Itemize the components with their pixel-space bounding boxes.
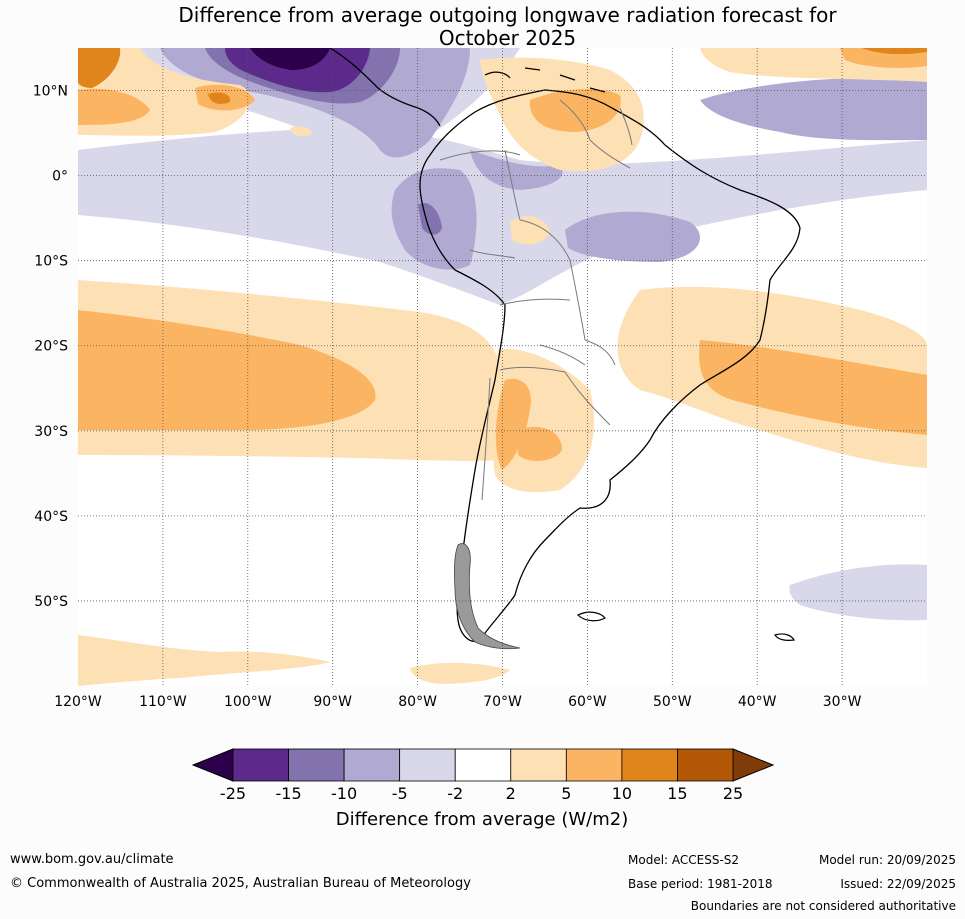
band-pos-strong-ne-pacific [78,48,121,88]
south-america-coastline [419,89,801,642]
title-line-2: October 2025 [438,26,577,50]
band-pos-mid-pacific [78,310,376,430]
colorbar-tick-label: -15 [275,784,301,803]
anomaly-shading [78,48,927,686]
lon-tick-label: 40°W [738,694,777,710]
band-pos-strong-ne-atl [862,48,927,55]
footer-base-period: Base period: 1981-2018 [628,877,773,891]
colorbar-segment [621,748,678,782]
colorbar-segment [565,748,623,782]
colorbar-label: Difference from average (W/m2) [336,809,628,830]
colorbar: -25 -15 -10 -5 -2 2 5 10 15 25 [191,748,775,803]
central-america-coastline [329,48,441,127]
colorbar-tick-label: 25 [723,784,743,803]
band-pos-light-small-2 [290,126,312,136]
colorbar-tick-label: -25 [220,784,246,803]
band-pos-mid-atlantic [699,340,927,435]
lat-tick-label: 50°S [34,594,68,610]
band-neg-core [250,48,330,70]
latitude-labels: 10°N 0° 10°S 20°S 30°S 40°S 50°S [33,84,68,610]
lon-tick-label: 100°W [224,694,272,710]
lat-tick-label: 30°S [34,424,68,440]
band-pos-strong-ne-pacific-2 [208,92,231,104]
band-neg-mid-brazil [565,211,700,262]
footer-model-run: Model run: 20/09/2025 [818,853,956,867]
colorbar-segment [232,748,289,782]
band-neg-mid-atl-n [700,77,927,141]
footer-url: www.bom.gov.au/climate [10,852,174,867]
colorbar-over-arrow [732,748,775,782]
colorbar-tick-label: 2 [506,784,516,803]
title-line-1: Difference from average outgoing longwav… [178,3,837,27]
band-pos-light-far-south [78,635,330,686]
colorbar-tick-label: -10 [331,784,357,803]
band-pos-mid-ne-pacific [78,88,150,125]
lat-tick-label: 40°S [34,509,68,525]
lon-tick-label: 70°W [483,694,522,710]
lon-tick-label: 90°W [313,694,352,710]
lat-tick-label: 10°S [34,254,68,270]
footer-disclaimer: Boundaries are not considered authoritat… [690,899,956,913]
band-pos-mid-subtropical [495,378,531,470]
colorbar-tick-label: 10 [612,784,632,803]
caribbean-islands [484,67,606,93]
lat-tick-label: 0° [52,169,68,185]
band-neg-mid-caribbean [470,150,563,190]
colorbar-tick-label: -5 [392,784,408,803]
colorbar-under-arrow [191,748,234,782]
colorbar-tick-label: -2 [447,784,463,803]
colorbar-tick-label: 15 [667,784,687,803]
lon-tick-label: 60°W [568,694,607,710]
longitude-labels: 120°W 110°W 100°W 90°W 80°W 70°W 60°W 50°W 40°W 3… [54,694,861,710]
band-neg-light-south-atl [789,564,927,621]
lat-tick-label: 10°N [33,84,68,100]
colorbar-segment [454,748,512,782]
lon-tick-label: 30°W [823,694,862,710]
band-pos-mid-subtropical-2 [518,426,562,462]
footer-model: Model: ACCESS-S2 [628,853,740,867]
footer-copyright: © Commonwealth of Australia 2025, Austra… [10,876,471,891]
lon-tick-label: 50°W [653,694,692,710]
gridlines [78,48,927,686]
south-georgia [774,633,795,641]
lat-tick-label: 20°S [34,339,68,355]
band-pos-light-small [510,216,550,245]
footer-issued: Issued: 22/09/2025 [840,877,956,891]
country-borders [439,99,633,501]
colorbar-segment [399,748,456,782]
band-pos-mid-north-sa [529,88,621,132]
band-pos-light-far-south-2 [410,662,510,684]
lon-tick-label: 110°W [139,694,187,710]
colorbar-segment [288,748,345,782]
colorbar-segment [677,748,734,782]
lon-tick-label: 120°W [54,694,102,710]
colorbar-segment [343,748,401,782]
chile-fjords [454,543,521,650]
chart-title: Difference from average outgoing longwav… [0,4,965,50]
colorbar-tick-label: 5 [561,784,571,803]
colorbar-segment [510,748,567,782]
lon-tick-label: 80°W [398,694,437,710]
